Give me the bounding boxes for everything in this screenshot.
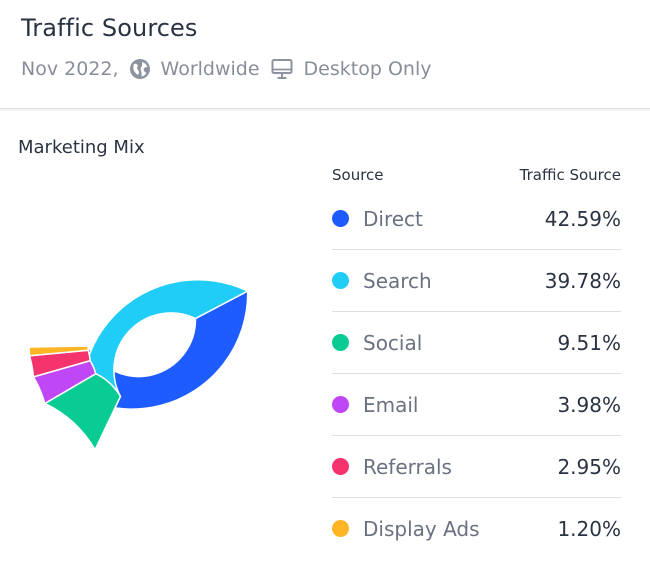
legend-label: Social <box>363 330 423 355</box>
legend-label: Referrals <box>363 454 452 479</box>
legend-value: 3.98% <box>557 392 621 417</box>
legend-label: Display Ads <box>363 516 480 541</box>
legend-dot-icon <box>332 210 349 227</box>
legend-value: 9.51% <box>557 330 621 355</box>
legend-row-email[interactable]: Email 3.98% <box>332 374 621 436</box>
page-title: Traffic Sources <box>21 14 198 42</box>
filter-bar: Nov 2022, Worldwide Desktop Only <box>21 56 431 82</box>
legend-row-referrals[interactable]: Referrals 2.95% <box>332 436 621 498</box>
legend-dot-icon <box>332 272 349 289</box>
header: Traffic Sources Nov 2022, Worldwide Desk… <box>0 0 650 109</box>
legend-dot-icon <box>332 458 349 475</box>
legend-label: Search <box>363 268 432 293</box>
source-column-header: Source <box>332 166 384 184</box>
desktop-icon <box>270 57 294 81</box>
legend-row-search[interactable]: Search 39.78% <box>332 250 621 312</box>
device-label: Desktop Only <box>303 58 432 80</box>
traffic-column-header: Traffic Source <box>519 166 621 184</box>
section-title: Marketing Mix <box>18 137 145 158</box>
legend-dot-icon <box>332 334 349 351</box>
legend-dot-icon <box>332 396 349 413</box>
donut-chart <box>27 279 250 452</box>
legend-value: 1.20% <box>557 516 621 541</box>
legend-row-direct[interactable]: Direct 42.59% <box>332 188 621 250</box>
legend-dot-icon <box>332 520 349 537</box>
donut-slice-display-ads[interactable] <box>28 345 90 357</box>
legend-value: 42.59% <box>544 206 621 231</box>
legend-label: Email <box>363 392 419 417</box>
legend-row-social[interactable]: Social 9.51% <box>332 312 621 374</box>
legend-label: Direct <box>363 206 423 231</box>
legend-row-display-ads[interactable]: Display Ads 1.20% <box>332 498 621 559</box>
legend-table: Direct 42.59% Search 39.78% Social 9.51% Email… <box>332 188 621 559</box>
legend-value: 39.78% <box>544 268 621 293</box>
date-label: Nov 2022, <box>21 58 119 80</box>
globe-icon <box>129 58 151 80</box>
legend-value: 2.95% <box>557 454 621 479</box>
region-label: Worldwide <box>160 58 260 80</box>
